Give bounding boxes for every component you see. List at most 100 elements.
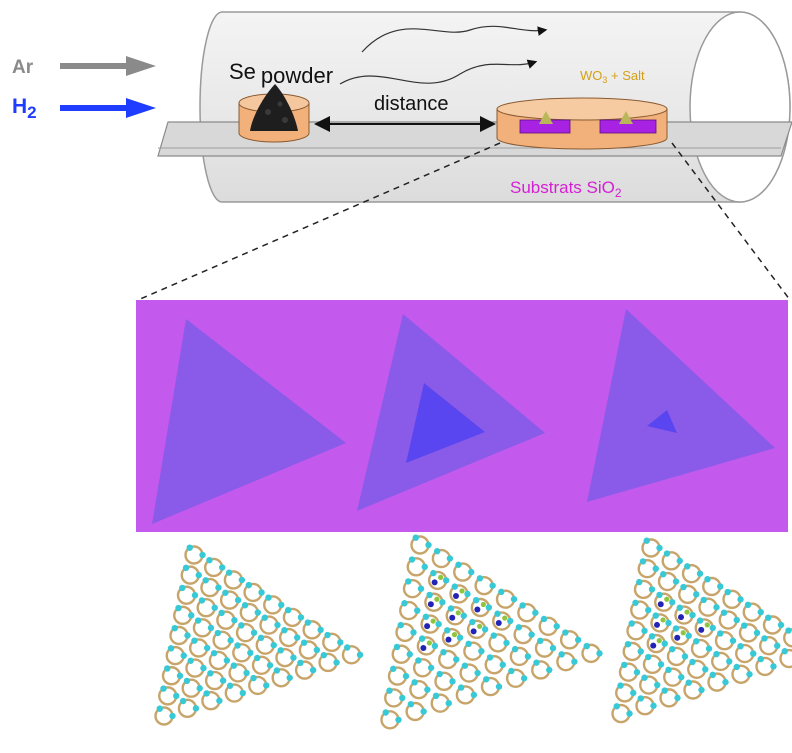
w-atom	[704, 575, 711, 583]
w-atom	[254, 609, 262, 616]
w-atom	[199, 551, 206, 559]
w-atom	[430, 569, 437, 577]
w-atom	[439, 599, 446, 606]
substrate-boat	[496, 97, 668, 150]
w-atom	[503, 639, 510, 647]
w-atom	[532, 609, 539, 616]
w-atom	[476, 575, 484, 582]
w-atom	[486, 654, 494, 661]
w-atom	[722, 678, 729, 686]
w-atom	[401, 600, 408, 607]
h2-inlet: H2	[12, 95, 156, 122]
w-atom	[765, 614, 772, 621]
w-atom	[645, 606, 652, 614]
w-atom	[685, 632, 692, 639]
w-atom	[453, 656, 460, 663]
w-atom	[540, 615, 548, 623]
w-atom	[324, 631, 331, 639]
w-atom	[393, 643, 401, 651]
w-atom	[464, 590, 471, 598]
w-atom	[203, 690, 210, 697]
w-atom	[639, 558, 647, 565]
w-atom	[225, 569, 233, 576]
w-atom	[191, 592, 199, 599]
w-atom	[412, 534, 419, 541]
w-atom	[507, 617, 514, 625]
w-atom	[709, 624, 716, 632]
w-atom	[637, 695, 644, 702]
w-atom	[257, 634, 265, 642]
w-atom	[234, 642, 241, 649]
se-powder-label: Se powder	[229, 59, 333, 88]
substrate-label: Substrats SiO2	[510, 178, 622, 200]
w-atom	[456, 634, 464, 641]
w-atom	[356, 651, 364, 659]
w-atom	[179, 584, 186, 592]
w-atom	[284, 606, 292, 614]
w-atom	[337, 639, 344, 646]
w-atom	[574, 636, 582, 644]
w-atom	[266, 662, 274, 669]
s-atom	[480, 601, 486, 608]
w-atom	[230, 662, 238, 669]
core-atom	[445, 636, 452, 643]
w-atom	[665, 619, 672, 627]
w-atom	[445, 699, 452, 707]
optical-image-panel	[136, 300, 788, 532]
w-atom	[632, 599, 639, 606]
w-atom	[774, 642, 781, 649]
w-atom	[274, 621, 281, 629]
w-atom	[729, 637, 737, 644]
w-atom	[210, 649, 218, 657]
w-atom	[447, 605, 455, 612]
w-atom	[472, 596, 480, 604]
core-atom	[495, 620, 502, 627]
w-atom	[320, 651, 328, 659]
w-atom	[175, 604, 182, 612]
core-atom	[470, 628, 477, 635]
w-atom	[188, 612, 195, 619]
w-atom	[469, 618, 476, 626]
w-atom	[770, 663, 777, 670]
w-atom	[648, 586, 656, 593]
w-atom	[176, 672, 184, 679]
w-atom	[637, 648, 644, 655]
core-atom	[449, 614, 456, 621]
w-atom	[451, 583, 458, 590]
w-atom	[263, 682, 270, 689]
w-atom	[297, 614, 305, 621]
w-atom	[676, 557, 683, 565]
ar-label: Ar	[12, 57, 34, 78]
w-atom	[684, 563, 691, 570]
w-atom	[460, 612, 467, 619]
w-atom	[546, 666, 553, 674]
w-atom	[219, 677, 227, 684]
w-atom	[737, 643, 744, 650]
w-atom	[270, 641, 277, 649]
w-atom	[344, 644, 351, 651]
w-atom	[511, 645, 519, 653]
w-atom	[700, 596, 707, 604]
w-atom	[435, 620, 442, 628]
w-atom	[226, 682, 234, 689]
w-atom	[650, 702, 657, 709]
w-atom	[408, 556, 416, 563]
w-atom	[386, 687, 393, 694]
w-atom	[238, 576, 246, 584]
w-atom	[478, 647, 485, 655]
w-atom	[698, 686, 705, 694]
w-atom	[273, 667, 281, 674]
w-atom	[693, 638, 700, 645]
w-atom	[410, 629, 417, 636]
w-atom	[470, 691, 478, 699]
hex-ring	[783, 628, 792, 648]
w-atom	[258, 589, 265, 596]
w-atom	[202, 577, 209, 584]
w-atom	[191, 637, 198, 644]
w-atom	[617, 682, 624, 689]
w-atom	[660, 571, 667, 578]
s-atom	[434, 596, 440, 602]
w-atom	[442, 577, 450, 584]
w-atom	[461, 662, 469, 669]
w-atom	[171, 624, 178, 632]
